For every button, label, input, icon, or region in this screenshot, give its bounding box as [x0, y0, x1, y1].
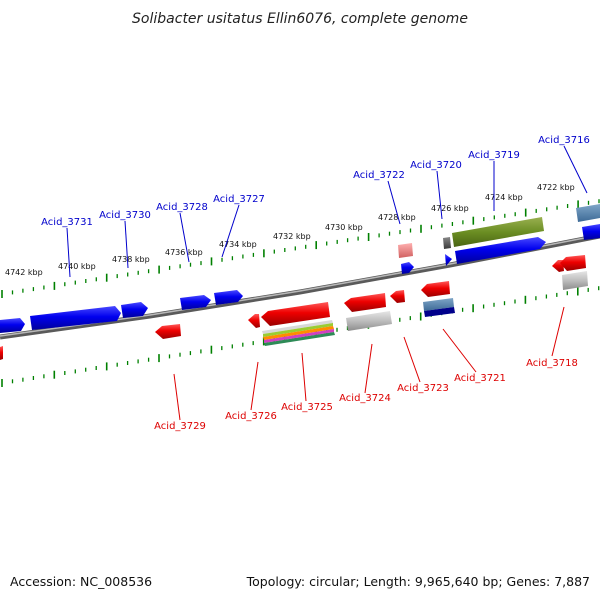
- gene-label-reverse[interactable]: Acid_3726: [225, 411, 277, 422]
- reverse-leaders: [173, 306, 565, 421]
- gene-arrow-reverse[interactable]: [344, 293, 386, 312]
- forward-genes: [0, 204, 600, 333]
- gene-label-forward[interactable]: Acid_3722: [353, 170, 405, 181]
- gene-arrow-forward[interactable]: [401, 262, 414, 274]
- genome-summary-text: Topology: circular; Length: 9,965,640 bp…: [246, 574, 590, 589]
- gene-label-forward[interactable]: Acid_3730: [99, 210, 151, 221]
- gene-arrow-reverse[interactable]: [390, 290, 405, 303]
- gene-label-forward[interactable]: Acid_3731: [41, 217, 93, 228]
- scale-label: 4740 kbp: [58, 262, 96, 271]
- gene-arrow-forward[interactable]: [214, 290, 243, 305]
- gene-label-reverse[interactable]: Acid_3729: [154, 421, 206, 432]
- gene-arrow-forward[interactable]: [582, 224, 600, 240]
- gene-label-reverse[interactable]: Acid_3725: [281, 402, 333, 413]
- gene-block-olive[interactable]: [452, 217, 544, 247]
- gene-arrow-reverse[interactable]: [560, 255, 586, 271]
- gene-block-steel[interactable]: [423, 298, 454, 311]
- map-title: Solibacter usitatus Ellin6076, complete …: [132, 11, 468, 27]
- gene-label-reverse[interactable]: Acid_3718: [526, 358, 578, 369]
- gene-block-striped[interactable]: [262, 320, 335, 346]
- gene-label-forward[interactable]: Acid_3728: [156, 202, 208, 213]
- gene-block-steel[interactable]: [576, 204, 600, 222]
- gene-block-dark[interactable]: [443, 237, 451, 249]
- scale-label: 4722 kbp: [537, 183, 575, 192]
- forward-leaders: [66, 145, 588, 278]
- gene-arrow-forward[interactable]: [455, 237, 546, 264]
- gene-arrow-forward[interactable]: [121, 302, 148, 318]
- reverse-gene-labels: Acid_3729 Acid_3726 Acid_3725 Acid_3724 …: [154, 358, 578, 432]
- scale-label: 4734 kbp: [219, 240, 257, 249]
- gene-arrow-reverse[interactable]: [0, 346, 3, 360]
- scale-label: 4736 kbp: [165, 248, 203, 257]
- gene-arrow-reverse[interactable]: [421, 281, 450, 297]
- gene-label-forward[interactable]: Acid_3719: [468, 150, 520, 161]
- gene-label-forward[interactable]: Acid_3716: [538, 135, 590, 146]
- gene-label-reverse[interactable]: Acid_3724: [339, 393, 391, 404]
- gene-arrow-forward[interactable]: [30, 306, 121, 330]
- gene-arrow-forward[interactable]: [180, 295, 211, 310]
- accession-text: Accession: NC_008536: [10, 574, 152, 589]
- scale-track-outer: [1, 199, 600, 298]
- reverse-genes: [0, 255, 588, 360]
- gene-arrow-reverse[interactable]: [261, 302, 330, 326]
- scale-label: 4724 kbp: [485, 193, 523, 202]
- gene-arrow-forward[interactable]: [445, 254, 452, 266]
- gene-block-pink[interactable]: [398, 243, 413, 258]
- scale-label: 4726 kbp: [431, 204, 469, 213]
- scale-labels: 4742 kbp 4740 kbp 4738 kbp 4736 kbp 4734…: [5, 183, 575, 277]
- gene-arrow-reverse[interactable]: [248, 314, 260, 328]
- scale-label: 4728 kbp: [378, 213, 416, 222]
- gene-arrow-reverse[interactable]: [155, 324, 181, 339]
- gene-label-reverse[interactable]: Acid_3721: [454, 373, 506, 384]
- scale-label: 4738 kbp: [112, 255, 150, 264]
- gene-block-gray[interactable]: [562, 271, 588, 290]
- forward-gene-labels: Acid_3731 Acid_3730 Acid_3728 Acid_3727 …: [41, 135, 590, 228]
- gene-label-reverse[interactable]: Acid_3723: [397, 383, 449, 394]
- scale-label: 4742 kbp: [5, 268, 43, 277]
- gene-arrow-forward[interactable]: [0, 318, 25, 333]
- scale-label: 4730 kbp: [325, 223, 363, 232]
- gene-label-forward[interactable]: Acid_3727: [213, 194, 265, 205]
- gene-block-navy[interactable]: [424, 307, 455, 317]
- scale-label: 4732 kbp: [273, 232, 311, 241]
- gene-block-gray[interactable]: [346, 311, 392, 331]
- gene-label-forward[interactable]: Acid_3720: [410, 160, 462, 171]
